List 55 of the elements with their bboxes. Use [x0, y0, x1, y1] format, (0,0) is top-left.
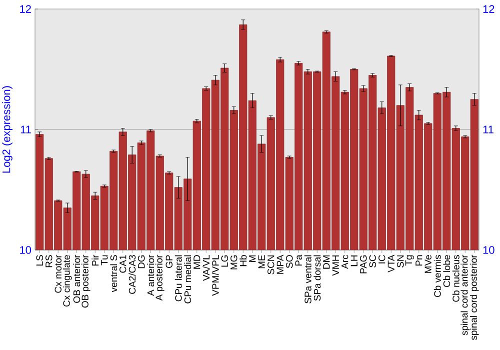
x-tick-label: SC: [369, 255, 376, 268]
x-tick-label: CPu medial: [184, 255, 192, 304]
x-tick-label: M: [249, 255, 256, 262]
x-tick-label: MVe: [424, 255, 432, 273]
x-tick-label: Hb: [240, 255, 247, 266]
x-tick-label: DG: [138, 255, 145, 268]
x-tick-label: CPu lateral: [174, 255, 182, 302]
x-tick-label: Cx motor: [54, 254, 62, 293]
x-tick-label: GP: [166, 255, 172, 268]
y-tick-label: 11: [20, 126, 31, 134]
x-tick-label: MD: [194, 255, 200, 269]
x-tick-label: LH: [350, 255, 358, 266]
x-tick-label: RS: [46, 255, 52, 268]
x-tick-label: VTA: [388, 254, 394, 272]
x-tick-label: Tu: [101, 255, 108, 266]
x-tick-label: IC: [378, 255, 386, 264]
x-tick-label: Cx cingulate: [62, 255, 72, 306]
x-tick-label: OB posterior: [81, 254, 90, 308]
x-tick-label: ventral S: [110, 255, 118, 292]
x-tick-label: LS: [36, 255, 43, 266]
x-tick-label: CA2/CA3: [128, 255, 136, 294]
x-tick-label: MPA: [276, 254, 284, 274]
x-tick-label: SO: [286, 255, 293, 268]
x-tick-label: LG: [221, 255, 228, 267]
x-tick-label: SPa dorsal: [314, 255, 321, 301]
y-tick-label: 10: [20, 246, 32, 254]
x-tick-label: CA1: [120, 255, 126, 273]
x-tick-label: OB anterior: [73, 254, 80, 303]
x-tick-label: A anterior: [147, 254, 154, 296]
x-tick-label: DM: [323, 255, 330, 269]
x-tick-label: Cb lobe: [443, 255, 450, 287]
x-tick-label: SN: [397, 255, 404, 268]
y2-tick-label: 11: [483, 126, 494, 134]
x-tick-label: Pa: [295, 254, 302, 266]
x-tick-label: SCN: [268, 255, 274, 274]
y-axis-title: Log2 (expression): [2, 86, 12, 173]
x-tick-label: Cb vermis: [434, 255, 441, 297]
y2-tick-label: 10: [483, 246, 494, 254]
x-tick-label: spinal cord posterior: [470, 254, 479, 340]
x-tick-label: PAG: [360, 255, 367, 274]
x-tick-label: VA/VL: [202, 255, 210, 281]
x-tick-label: VPM/VPL: [212, 255, 219, 296]
x-tick-label: Cb nucleus: [452, 255, 460, 302]
y-tick-label: 12: [20, 5, 31, 13]
y2-tick-label: 12: [483, 5, 494, 13]
x-tick-label: SPa ventral: [304, 255, 312, 304]
x-tick-label: ME: [258, 255, 265, 268]
x-tick-label: VMH: [332, 255, 339, 276]
x-tick-label: Pn: [416, 255, 422, 266]
x-tick-label: Arc: [342, 254, 348, 269]
x-tick-label: A posterior: [155, 254, 164, 301]
x-tick-label: Tg: [405, 255, 414, 266]
x-tick-label: spinal cord anterior: [460, 254, 470, 336]
x-tick-label: MG: [230, 255, 238, 270]
x-tick-label: Pir: [92, 254, 99, 266]
